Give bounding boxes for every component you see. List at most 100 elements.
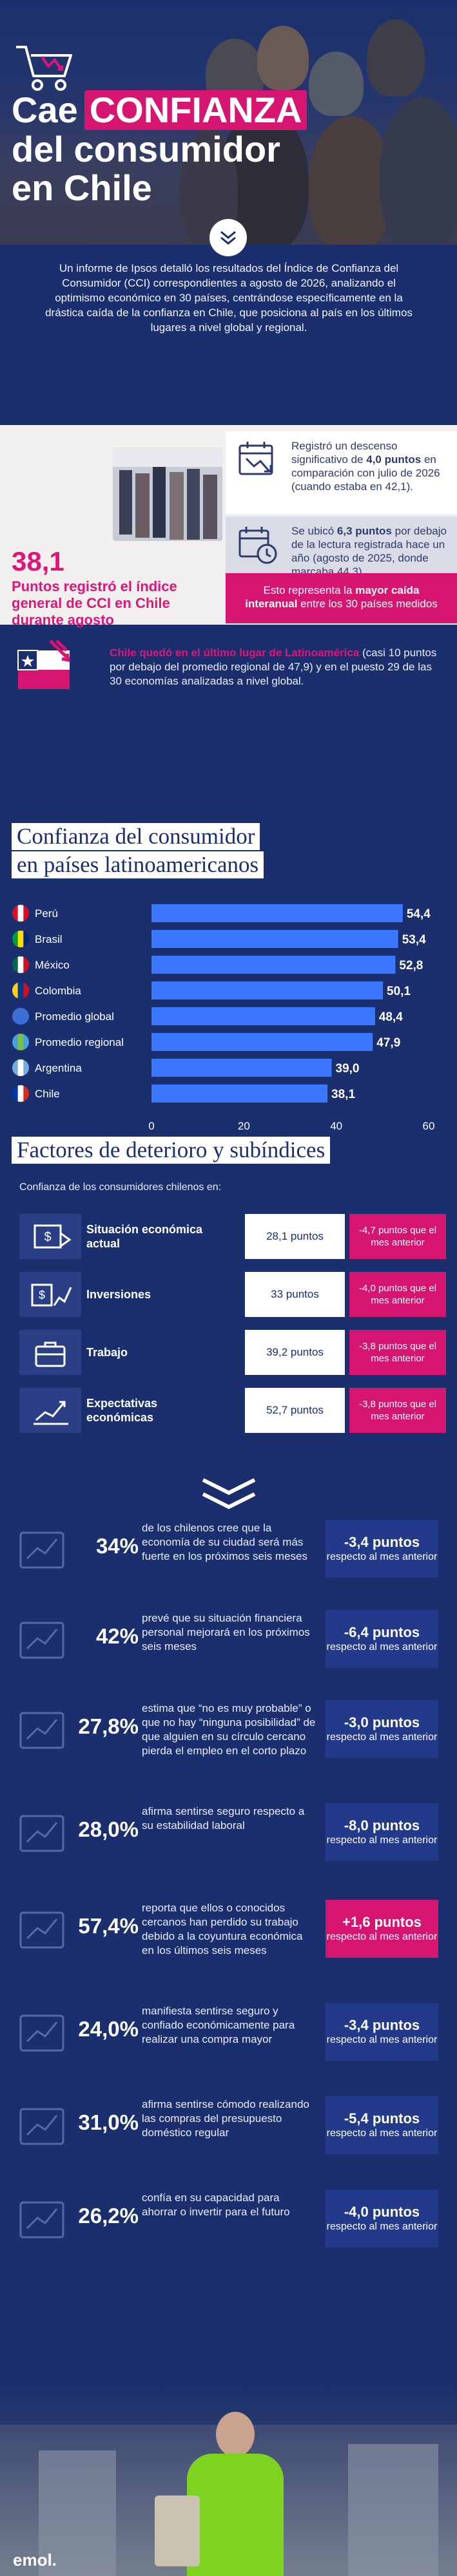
chart-category-label: Promedio regional	[35, 1036, 124, 1048]
stat-delta-value: -3,4 puntos	[344, 2017, 420, 2033]
flag-icon	[12, 982, 29, 999]
factor-row: Expectativas económicas 52,7 puntos -3,8 p…	[19, 1388, 446, 1433]
stat-delta-note: respecto al mes anterior	[326, 2128, 438, 2139]
calendar-clock-icon	[238, 527, 277, 564]
stat-percentage: 27,8%	[78, 1714, 139, 1738]
stat-delta: -3,0 puntos respecto al mes anterior	[326, 1700, 438, 1758]
stat-delta-value: -3,0 puntos	[344, 1714, 420, 1730]
title-line3: en Chile	[12, 167, 152, 208]
title-highlight: CONFIANZA	[84, 90, 307, 130]
flag-icon	[12, 905, 29, 922]
stat-row: 34% de los chilenos cree que la economía …	[0, 1520, 457, 1597]
stat-delta-value: +1,6 puntos	[342, 1914, 422, 1930]
chart-row: Promedio regional 47,9	[12, 1033, 400, 1051]
chart-bar	[151, 1059, 332, 1077]
chart-row: Brasil 53,4	[12, 930, 426, 948]
stat-delta-value: -5,4 puntos	[344, 2110, 420, 2126]
shopping-cart-logo-icon	[16, 46, 72, 91]
briefcase-icon	[19, 1330, 81, 1375]
stat-description: afirma sentirse cómodo realizando las co…	[142, 2098, 309, 2139]
stat-row: 28,0% afirma sentirse seguro respecto a s…	[0, 1803, 457, 1880]
flag-icon	[12, 1008, 29, 1025]
chart-bar	[151, 981, 384, 999]
investment-icon: $	[19, 1272, 81, 1317]
chart-tick-label: 40	[330, 1120, 342, 1132]
flag-icon	[12, 1059, 29, 1076]
chart-value-label: 54,4	[407, 907, 431, 921]
chart-row: México 52,8	[12, 956, 423, 974]
chevron-down-icon	[209, 219, 247, 256]
chart-section: Confianza del consumidor en países latin…	[0, 811, 457, 1140]
chile-flag-icon	[17, 639, 71, 689]
chart-category-label: Colombia	[35, 985, 81, 997]
chart-row: Promedio global 48,4	[12, 1007, 403, 1025]
stat-delta-note: respecto al mes anterior	[326, 1551, 438, 1562]
factor-row: $ Situación económica actual 28,1 puntos -4…	[19, 1214, 446, 1259]
svg-text:$: $	[44, 1230, 51, 1244]
grocery-icon	[19, 2108, 64, 2145]
chart-category-label: Brasil	[35, 933, 63, 945]
factor-change: -3,8 puntos que el mes anterior	[349, 1388, 446, 1433]
latam-highlight: Chile quedó en el último lugar de Latino…	[110, 647, 360, 659]
stat-description: prevé que su situación financiera person…	[142, 1612, 310, 1653]
stat-delta: +1,6 puntos respecto al mes anterior	[326, 1900, 438, 1958]
stat-row: 27,8% estima que “no es muy probable” o q…	[0, 1700, 457, 1777]
factor-change: -4,0 puntos que el mes anterior	[349, 1272, 446, 1317]
stat-delta-note: respecto al mes anterior	[326, 2221, 438, 2232]
chart-bar	[151, 1007, 375, 1025]
flag-icon	[12, 956, 29, 973]
chart-category-label: Chile	[35, 1088, 60, 1100]
stat-delta-note: respecto al mes anterior	[326, 1732, 438, 1743]
hero-banner: Cae CONFIANZA del consumidor en Chile	[0, 0, 457, 245]
stat-row: 42% prevé que su situación financiera per…	[0, 1610, 457, 1687]
factor-change: -3,8 puntos que el mes anterior	[349, 1330, 446, 1375]
stat-description: estima que “no es muy probable” o que no…	[142, 1702, 316, 1757]
stat-row: 31,0% afirma sentirse cómodo realizando l…	[0, 2096, 457, 2174]
chart-value-label: 38,1	[331, 1088, 355, 1101]
stat-percentage: 26,2%	[78, 2204, 139, 2228]
stat-percentage: 28,0%	[78, 1817, 139, 1841]
stat-percentage: 31,0%	[78, 2110, 139, 2134]
chart-tick-label: 0	[148, 1120, 154, 1132]
stat-delta-note: respecto al mes anterior	[326, 1835, 438, 1846]
stat-description: manifiesta sentirse seguro y confiado ec…	[142, 2005, 295, 2045]
chart-title-line2: en países latinoamericanos	[12, 851, 264, 878]
factor-points: 39,2 puntos	[245, 1330, 345, 1375]
factor-name: Expectativas económicas	[86, 1397, 158, 1424]
index-description: Puntos registró el índice general de CCI…	[12, 578, 177, 628]
train-crowd-photo	[113, 448, 222, 541]
flag-icon	[12, 931, 29, 947]
chart-row: Chile 38,1	[12, 1084, 355, 1103]
factor-points: 33 puntos	[245, 1272, 345, 1317]
factor-name: Inversiones	[86, 1288, 151, 1301]
title-line2: del consumidor	[12, 129, 280, 169]
chart-row: Perú 54,4	[12, 904, 431, 922]
factors-title: Factores de deterioro y subíndices	[12, 1137, 331, 1164]
stat-delta: -6,4 puntos respecto al mes anterior	[326, 1610, 438, 1668]
growth-icon	[19, 1388, 81, 1433]
stat-delta: -3,4 puntos respecto al mes anterior	[326, 1520, 438, 1578]
finance-icon	[19, 1622, 64, 1659]
stat-delta-note: respecto al mes anterior	[326, 1642, 438, 1653]
latam-ranking-note: Chile quedó en el último lugar de Latino…	[0, 634, 457, 737]
largest-drop-banner: Esto representa la mayor caída interanua…	[226, 573, 457, 623]
chart-category-label: Perú	[35, 907, 58, 920]
index-value: 38,1	[12, 546, 64, 576]
chart-bar	[151, 930, 398, 948]
stat-delta: -8,0 puntos respecto al mes anterior	[326, 1803, 438, 1861]
factor-change: -4,7 puntos que el mes anterior	[349, 1214, 446, 1259]
factors-subtitle: Confianza de los consumidores chilenos e…	[19, 1182, 222, 1193]
stat-delta: -3,4 puntos respecto al mes anterior	[326, 2003, 438, 2061]
stat-description: de los chilenos cree que la economía de …	[142, 1522, 307, 1562]
stat-delta-value: -6,4 puntos	[344, 1624, 420, 1640]
intro-text: Un informe de Ipsos detalló los resultad…	[45, 262, 413, 334]
stat-percentage: 57,4%	[78, 1914, 139, 1938]
piggybank-icon	[19, 2201, 64, 2239]
layoff-icon	[19, 1911, 64, 1949]
chart-category-label: México	[35, 959, 70, 971]
chart-row: Colombia 50,1	[12, 981, 411, 999]
title-word-cae: Cae	[12, 90, 78, 130]
flag-icon	[12, 1085, 29, 1102]
city-icon	[19, 1531, 64, 1569]
stat-delta-note: respecto al mes anterior	[326, 2034, 438, 2045]
